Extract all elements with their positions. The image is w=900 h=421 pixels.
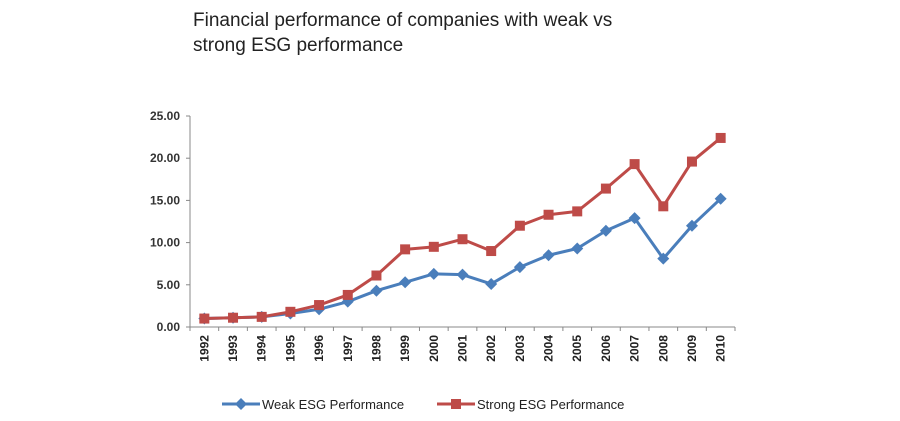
data-point xyxy=(599,224,612,237)
data-point xyxy=(457,234,468,245)
y-tick-label: 5.00 xyxy=(157,278,181,292)
legend-item: Strong ESG Performance xyxy=(437,397,624,412)
data-point xyxy=(543,209,554,220)
data-point xyxy=(399,276,412,289)
data-point xyxy=(285,306,296,317)
legend-marker xyxy=(451,399,461,409)
data-point xyxy=(685,219,698,232)
data-point xyxy=(513,261,526,274)
x-tick-label: 1997 xyxy=(341,335,355,362)
data-point xyxy=(629,159,640,170)
x-tick-label: 1998 xyxy=(369,335,383,362)
data-point xyxy=(542,249,555,262)
y-tick-label: 10.00 xyxy=(150,236,180,250)
data-point xyxy=(485,277,498,290)
x-axis-ticks: 1992 1993 1994 1995 1996 1997 1998 1999 2000 2001… xyxy=(189,327,736,362)
data-point xyxy=(571,242,584,255)
data-point xyxy=(715,132,726,143)
legend-label: Weak ESG Performance xyxy=(262,397,404,412)
x-tick-label: 2010 xyxy=(714,335,728,362)
legend-item: Weak ESG Performance xyxy=(222,397,404,412)
data-point xyxy=(658,201,669,212)
x-tick-label: 1995 xyxy=(283,335,297,362)
data-point xyxy=(342,289,353,300)
x-tick-label: 2005 xyxy=(570,335,584,362)
chart-title-line-2: strong ESG performance xyxy=(193,35,404,56)
y-tick-label: 15.00 xyxy=(150,193,180,207)
series-layer xyxy=(198,132,727,325)
x-tick-label: 1994 xyxy=(255,335,269,362)
data-point xyxy=(657,252,670,265)
data-point xyxy=(371,270,382,281)
chart-axes xyxy=(189,116,735,328)
legend: Weak ESG Performance Strong ESG Performan… xyxy=(222,397,624,412)
x-tick-label: 2009 xyxy=(685,335,699,362)
data-point xyxy=(686,156,697,167)
y-tick-label: 0.00 xyxy=(157,320,181,334)
x-tick-label: 2001 xyxy=(456,335,470,362)
x-tick-label: 2007 xyxy=(628,335,642,362)
data-point xyxy=(256,311,267,322)
data-point xyxy=(486,246,497,257)
data-point xyxy=(600,183,611,194)
x-tick-label: 2002 xyxy=(484,335,498,362)
legend-label: Strong ESG Performance xyxy=(477,397,624,412)
chart-title-line-1: Financial performance of companies with … xyxy=(193,10,613,31)
x-tick-label: 2003 xyxy=(513,335,527,362)
data-point xyxy=(314,300,325,311)
y-tick-label: 20.00 xyxy=(150,151,180,165)
legend-marker xyxy=(235,398,247,410)
data-point xyxy=(199,313,210,324)
data-point xyxy=(228,312,239,323)
y-tick-label: 25.00 xyxy=(150,109,180,123)
data-point xyxy=(628,212,641,225)
chart-title: Financial performance of companies with … xyxy=(193,8,713,58)
data-point xyxy=(427,267,440,280)
y-axis-ticks: 0.00 5.00 10.00 15.00 20.00 25.00 xyxy=(150,109,190,334)
series-weak xyxy=(198,192,727,325)
data-point xyxy=(428,241,439,252)
x-tick-label: 2004 xyxy=(542,335,556,362)
x-tick-label: 1993 xyxy=(226,335,240,362)
x-tick-label: 1999 xyxy=(398,335,412,362)
x-tick-label: 1996 xyxy=(312,335,326,362)
data-point xyxy=(400,244,411,255)
x-tick-label: 1992 xyxy=(197,335,211,362)
x-tick-label: 2006 xyxy=(599,335,613,362)
data-point xyxy=(714,192,727,205)
series-line xyxy=(204,197,722,321)
data-point xyxy=(456,268,469,281)
data-point xyxy=(514,220,525,231)
data-point xyxy=(370,284,383,297)
x-tick-label: 2008 xyxy=(656,335,670,362)
series-strong xyxy=(199,132,726,324)
x-tick-label: 2000 xyxy=(427,335,441,362)
data-point xyxy=(572,206,583,217)
